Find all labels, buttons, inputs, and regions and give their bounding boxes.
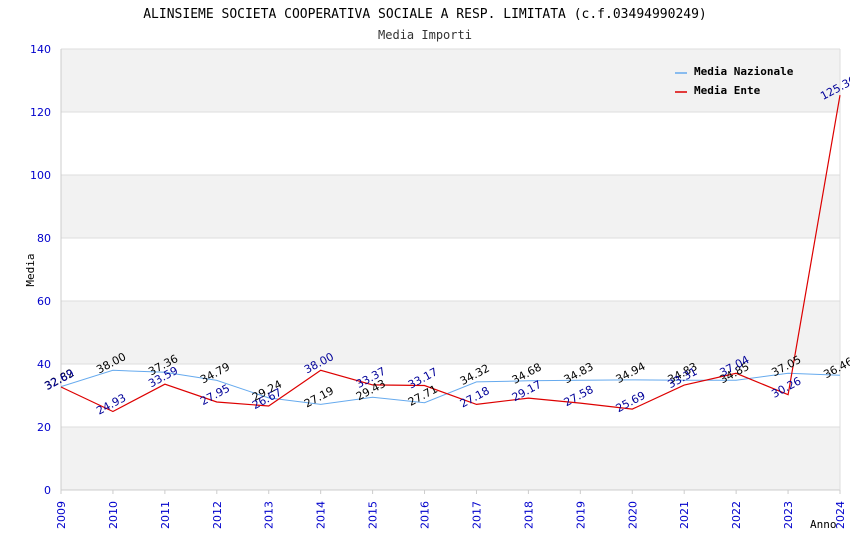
x-tick-label: 2013 xyxy=(263,501,276,529)
legend-label-ente: Media Ente xyxy=(694,84,761,97)
y-tick-label: 140 xyxy=(30,43,51,56)
grid-lines xyxy=(61,48,840,491)
x-tick-labels: 2009 2010 2011 2012 2013 2014 2015 2016 2017 2018… xyxy=(55,490,847,529)
chart-subtitle: Media Importi xyxy=(378,28,472,42)
data-label: 24.93 xyxy=(94,391,128,417)
legend: Media Nazionale Media Ente xyxy=(675,65,794,97)
series-line-ente xyxy=(60,94,841,413)
x-tick-label: 2018 xyxy=(522,501,535,529)
chart-title: ALINSIEME SOCIETA COOPERATIVA SOCIALE A … xyxy=(143,7,707,22)
x-tick-label: 2024 xyxy=(834,501,847,529)
series-lines xyxy=(60,94,841,413)
background-band xyxy=(61,301,840,364)
y-tick-label: 60 xyxy=(37,295,51,308)
y-tick-labels: 0 20 40 60 80 100 120 140 xyxy=(30,43,51,497)
x-tick-label: 2010 xyxy=(107,501,120,529)
y-tick-label: 40 xyxy=(37,358,51,371)
data-label: 27.58 xyxy=(562,383,596,409)
series-line-nazionale xyxy=(60,369,841,405)
y-tick-label: 120 xyxy=(30,106,51,119)
legend-label-nazionale: Media Nazionale xyxy=(694,65,794,78)
y-tick-label: 0 xyxy=(44,484,51,497)
x-tick-label: 2009 xyxy=(55,501,68,529)
x-tick-label: 2016 xyxy=(419,501,432,529)
y-tick-label: 80 xyxy=(37,232,51,245)
axes xyxy=(60,49,841,491)
x-tick-label: 2015 xyxy=(367,501,380,529)
x-tick-label: 2011 xyxy=(159,501,172,529)
data-label: 34.32 xyxy=(458,362,492,388)
y-axis-label: Media xyxy=(24,253,37,286)
x-tick-label: 2014 xyxy=(315,501,328,529)
y-tick-label: 20 xyxy=(37,421,51,434)
background-bands xyxy=(61,49,840,490)
x-tick-label: 2017 xyxy=(470,501,483,529)
data-label: 25.69 xyxy=(614,389,648,415)
x-tick-label: 2023 xyxy=(782,501,795,529)
x-tick-label: 2022 xyxy=(730,501,743,529)
background-band xyxy=(61,49,840,112)
data-label: 27.19 xyxy=(302,384,336,410)
x-tick-label: 2020 xyxy=(626,501,639,529)
x-axis-label: Anno xyxy=(810,518,837,531)
background-band xyxy=(61,427,840,490)
background-band xyxy=(61,175,840,238)
x-tick-label: 2019 xyxy=(574,501,587,529)
x-tick-label: 2012 xyxy=(211,501,224,529)
y-tick-label: 100 xyxy=(30,169,51,182)
x-tick-label: 2021 xyxy=(678,501,691,529)
